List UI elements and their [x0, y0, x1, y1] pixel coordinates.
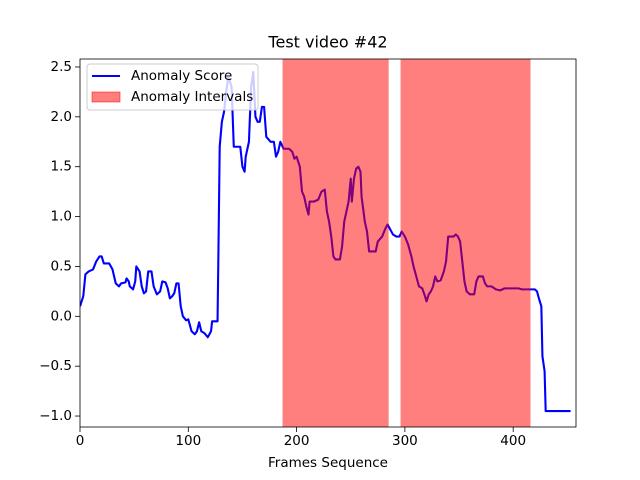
legend-label: Anomaly Score: [131, 68, 232, 84]
legend-swatch: [91, 91, 121, 103]
axes-frame: [79, 58, 577, 428]
anomaly-interval: [400, 59, 531, 427]
anomaly-interval: [282, 59, 389, 427]
y-tick-label: 1.5: [51, 159, 72, 175]
x-tick-label: 300: [392, 433, 418, 449]
y-tick-label: 0.0: [51, 308, 72, 324]
y-tick-label: 0.5: [51, 258, 72, 274]
y-tick-label: 2.0: [51, 109, 72, 125]
y-tick-label: 2.5: [51, 59, 72, 75]
x-tick-label: 0: [76, 433, 85, 449]
x-tick-label: 200: [284, 433, 310, 449]
legend: Anomaly Score Anomaly Intervals: [86, 63, 259, 111]
y-tick-label: −1.0: [39, 408, 72, 424]
y-tick-label: 1.0: [51, 209, 72, 225]
x-tick-label: 400: [500, 433, 526, 449]
y-tick-label: −0.5: [39, 358, 72, 374]
x-axis-label: Frames Sequence: [268, 455, 388, 471]
chart-title: Test video #42: [267, 33, 387, 52]
legend-box: [86, 63, 259, 111]
plot-area: [80, 59, 571, 427]
x-tick-label: 100: [175, 433, 201, 449]
axes: 0 100 200 300 400 −1.0 −0.5 0.0 0.5 1.0 1.5 2.0 2.5: [39, 58, 577, 449]
legend-label: Anomaly Intervals: [131, 89, 253, 105]
